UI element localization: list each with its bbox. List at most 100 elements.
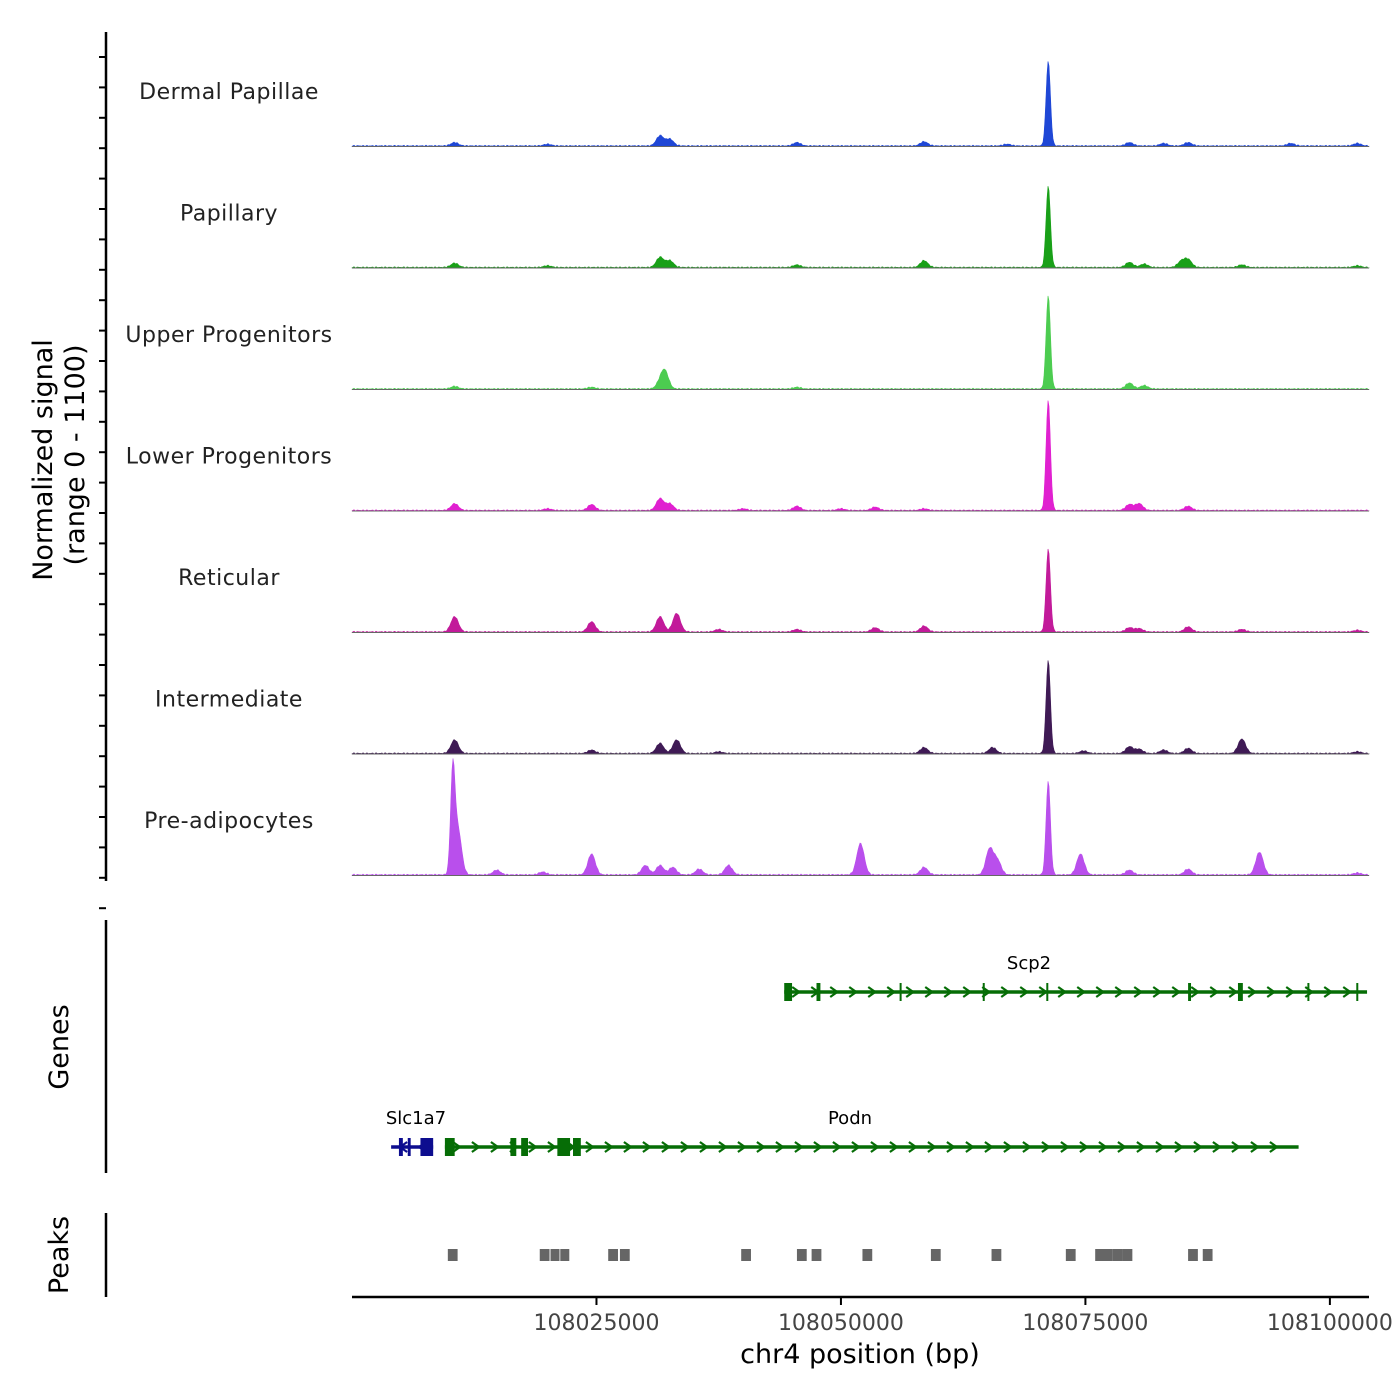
strand-arrow xyxy=(471,1141,481,1153)
peak-region xyxy=(796,1249,807,1261)
exon xyxy=(444,1138,455,1156)
strand-arrow xyxy=(1212,1141,1222,1153)
track-label: Reticular xyxy=(178,566,280,591)
genes-ylabel: Genes xyxy=(44,1004,75,1089)
strand-arrow xyxy=(1117,1141,1127,1153)
exon xyxy=(899,983,902,1001)
strand-arrow xyxy=(623,1141,633,1153)
track-label: Pre-adipocytes xyxy=(144,809,314,834)
gene-models: Scp2 Slc1a7 Podn xyxy=(386,953,1368,1156)
track-label: Intermediate xyxy=(155,688,303,713)
strand-arrow xyxy=(756,1141,766,1153)
strand-arrow xyxy=(1193,1141,1203,1153)
strand-arrow xyxy=(1041,1141,1051,1153)
peak-region xyxy=(550,1249,560,1261)
coverage-track: Lower Progenitors xyxy=(126,400,1370,512)
strand-arrow xyxy=(1114,986,1125,998)
strand-arrow xyxy=(1323,986,1334,998)
peak-region xyxy=(862,1249,873,1261)
exon xyxy=(420,1138,434,1156)
strand-arrow xyxy=(1247,986,1258,998)
strand-arrow xyxy=(870,1141,880,1153)
strand-arrow xyxy=(737,1141,747,1153)
strand-arrow xyxy=(1250,1141,1260,1153)
peak-region xyxy=(1122,1249,1133,1261)
coverage-track: Papillary xyxy=(180,186,1370,269)
strand-arrow xyxy=(661,1141,671,1153)
x-tick-label: 108025000 xyxy=(533,1311,659,1336)
strand-arrow xyxy=(905,986,916,998)
strand-arrow xyxy=(1285,986,1296,998)
strand-arrow xyxy=(927,1141,937,1153)
strand-arrow xyxy=(1060,1141,1070,1153)
strand-arrow xyxy=(775,1141,785,1153)
exon xyxy=(1188,983,1192,1001)
strand-arrow xyxy=(794,1141,804,1153)
peak-region xyxy=(539,1249,550,1261)
exon xyxy=(573,1138,581,1156)
track-label: Lower Progenitors xyxy=(126,445,332,470)
coverage-ylabel-line2: (range 0 - 1100) xyxy=(60,345,91,566)
peaks-ylabel: Peaks xyxy=(44,1216,75,1294)
strand-arrow xyxy=(1003,1141,1013,1153)
genes-panel: Genes Scp2 Slc1a7 Podn xyxy=(44,920,1368,1173)
x-axis: 108025000 108050000 108075000 108100000 chr… xyxy=(352,1295,1393,1370)
peak-region xyxy=(811,1249,822,1261)
strand-arrow xyxy=(1266,986,1277,998)
peak-region xyxy=(560,1249,570,1261)
coverage-ylabel-line1: Normalized signal xyxy=(28,339,59,581)
track-label: Dermal Papillae xyxy=(139,80,319,105)
x-tick-label: 108050000 xyxy=(778,1311,904,1336)
strand-arrow xyxy=(490,1141,500,1153)
coverage-area xyxy=(351,295,1370,390)
strand-arrow xyxy=(984,1141,994,1153)
strand-arrow xyxy=(1171,986,1182,998)
coverage-tracks: Dermal Papillae Papillary Upper Progenitor… xyxy=(125,61,1370,876)
exon xyxy=(982,983,985,1001)
strand-arrow xyxy=(813,1141,823,1153)
strand-arrow xyxy=(1000,986,1011,998)
strand-arrow xyxy=(452,1141,462,1153)
strand-arrow xyxy=(962,986,973,998)
strand-arrow xyxy=(1098,1141,1108,1153)
strand-arrow xyxy=(965,1141,975,1153)
strand-arrow xyxy=(848,986,859,998)
strand-arrow xyxy=(1019,986,1030,998)
x-tick-label: 108100000 xyxy=(1267,1311,1393,1336)
strand-arrow xyxy=(867,986,878,998)
peak-region xyxy=(619,1249,630,1261)
exon xyxy=(398,1138,403,1156)
strand-arrow xyxy=(699,1141,709,1153)
strand-arrow xyxy=(832,1141,842,1153)
gene-model: Scp2 xyxy=(784,953,1368,1001)
exon xyxy=(521,1138,529,1156)
strand-arrow xyxy=(1022,1141,1032,1153)
strand-arrow xyxy=(946,1141,956,1153)
track-label: Upper Progenitors xyxy=(125,323,332,348)
strand-arrow xyxy=(604,1141,614,1153)
strand-arrow xyxy=(1136,1141,1146,1153)
x-ticks: 108025000 108050000 108075000 108100000 xyxy=(533,1297,1393,1336)
strand-arrow xyxy=(924,986,935,998)
peak-region xyxy=(608,1249,618,1261)
gene-label: Slc1a7 xyxy=(386,1108,446,1129)
strand-arrow xyxy=(886,986,897,998)
strand-arrow xyxy=(1269,1141,1279,1153)
exon xyxy=(816,983,821,1001)
peak-region xyxy=(1103,1249,1113,1261)
exon xyxy=(784,983,793,1001)
coverage-area xyxy=(351,758,1370,876)
coverage-track: Intermediate xyxy=(155,660,1370,755)
gene-label: Podn xyxy=(828,1108,872,1129)
coverage-area xyxy=(351,61,1370,147)
peaks-panel: Peaks xyxy=(44,1213,1213,1297)
peak-region xyxy=(991,1249,1002,1261)
peak-regions xyxy=(447,1249,1213,1261)
coverage-area xyxy=(351,660,1370,755)
exon xyxy=(1307,983,1310,1001)
coverage-panel: Normalized signal (range 0 - 1100) Derma… xyxy=(28,32,1370,910)
strand-arrow xyxy=(1133,986,1144,998)
strand-arrow xyxy=(908,1141,918,1153)
gene-label: Scp2 xyxy=(1007,953,1051,974)
strand-arrow xyxy=(1057,986,1068,998)
